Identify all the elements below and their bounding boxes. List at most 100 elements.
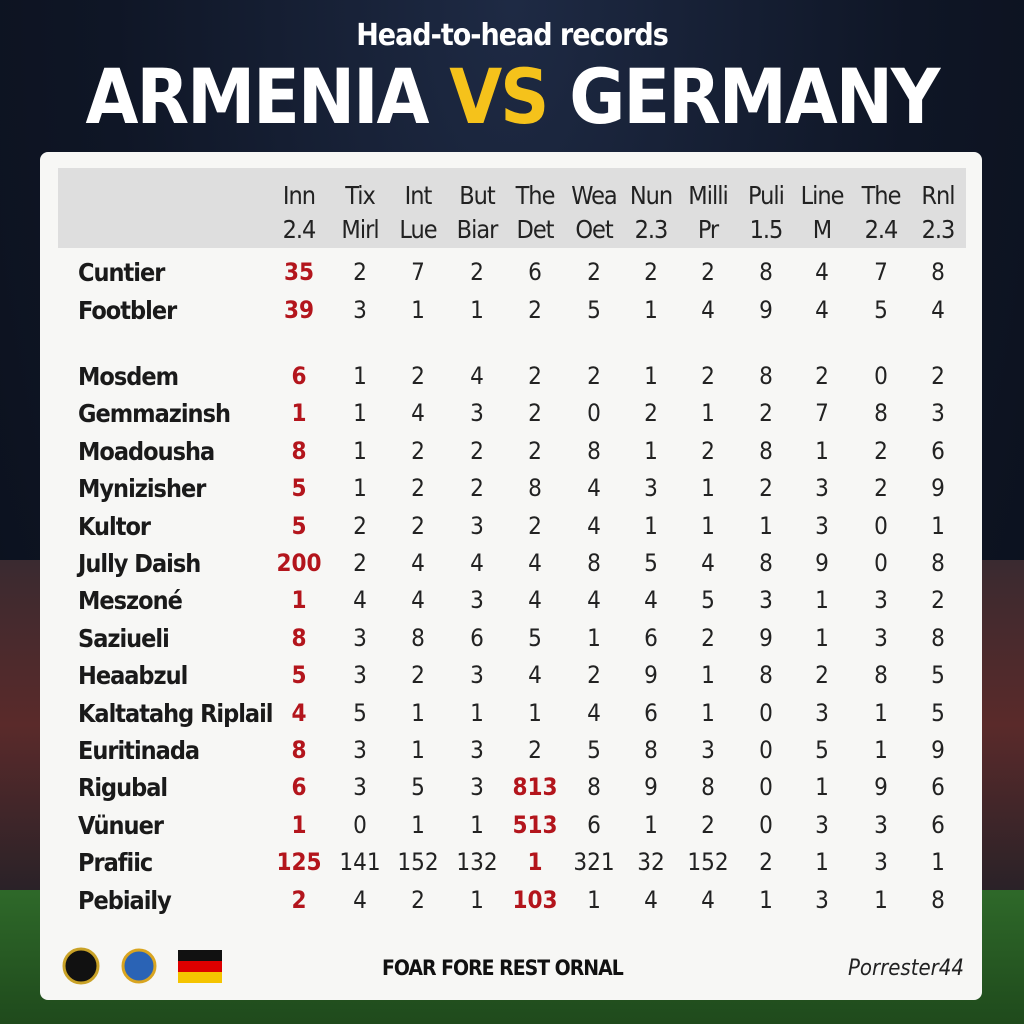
cell: 8 — [759, 661, 773, 690]
cell: 1 — [587, 623, 601, 652]
cell: 2 — [874, 474, 888, 503]
cell: 4 — [411, 586, 425, 615]
cell: 152 — [397, 848, 439, 877]
cell: 5 — [291, 511, 307, 540]
cell: 2 — [470, 436, 484, 465]
cell: 2 — [528, 436, 542, 465]
cell: 8 — [759, 436, 773, 465]
row-name: Jully Daish — [78, 549, 201, 578]
cell: 2 — [528, 511, 542, 540]
column-header: M — [812, 215, 832, 244]
cell: 32 — [637, 848, 665, 877]
kicker: Head-to-head records — [356, 18, 669, 53]
row-name: Vünuer — [78, 810, 164, 840]
cell: 103 — [512, 885, 558, 914]
cell: 813 — [512, 773, 558, 802]
cell: 3 — [470, 773, 484, 802]
row-name: Rigubal — [78, 773, 168, 803]
cell: 3 — [874, 810, 888, 839]
cell: 4 — [701, 549, 715, 577]
cell: 1 — [470, 295, 484, 324]
cell: 4 — [587, 698, 601, 727]
cell: 8 — [644, 736, 658, 764]
cell: 3 — [470, 511, 484, 540]
cell: 1 — [353, 436, 367, 465]
cell: 4 — [291, 698, 307, 727]
row-name: Gemmazinsh — [78, 399, 231, 429]
cell: 1 — [874, 736, 888, 764]
cell: 5 — [587, 736, 601, 764]
cell: 1 — [759, 511, 773, 540]
versus: VS — [449, 52, 549, 141]
cell: 2 — [411, 885, 425, 914]
cell: 3 — [874, 623, 888, 652]
column-header: Line — [800, 181, 845, 210]
cell: 3 — [353, 773, 367, 802]
cell: 5 — [931, 661, 945, 690]
cell: 3 — [815, 474, 829, 503]
cell: 1 — [874, 885, 888, 914]
cell: 4 — [701, 885, 715, 914]
cell: 1 — [701, 661, 715, 690]
column-header: Nun — [629, 181, 673, 210]
footer-caption: FOAR FORE REST ORNAL — [382, 956, 624, 980]
cell: 8 — [587, 436, 601, 465]
cell: 1 — [759, 885, 773, 914]
column-header: The — [861, 181, 902, 210]
cell: 1 — [701, 399, 715, 428]
cell: 0 — [759, 773, 773, 802]
cell: 4 — [644, 586, 658, 615]
cell: 8 — [759, 549, 773, 577]
cell: 1 — [353, 362, 367, 390]
column-header: Mirl — [341, 215, 379, 244]
cell: 6 — [644, 623, 658, 652]
cell: 1 — [644, 511, 658, 540]
cell: 7 — [874, 258, 888, 286]
cell: 6 — [931, 773, 945, 802]
cell: 1 — [291, 586, 307, 615]
cell: 5 — [644, 549, 658, 577]
row-name: Euritinada — [78, 736, 200, 765]
header-row — [58, 168, 966, 248]
cell: 2 — [470, 258, 484, 286]
cell: 132 — [456, 848, 498, 877]
cell: 0 — [353, 810, 367, 839]
cell: 1 — [527, 848, 543, 877]
cell: 1 — [815, 848, 829, 877]
cell: 5 — [353, 698, 367, 727]
cell: 9 — [759, 295, 773, 324]
cell: 2 — [931, 586, 945, 615]
cell: 1 — [931, 848, 945, 877]
cell: 3 — [470, 736, 484, 764]
cell: 6 — [931, 810, 945, 839]
cell: 8 — [759, 362, 773, 390]
cell: 8 — [411, 623, 425, 652]
cell: 2 — [701, 436, 715, 465]
cell: 2 — [587, 362, 601, 390]
cell: 8 — [587, 549, 601, 577]
logos — [62, 947, 222, 985]
cell: 3 — [470, 586, 484, 615]
cell: 9 — [931, 474, 945, 503]
cell: 8 — [701, 773, 715, 802]
row-name: Pebiaily — [78, 885, 172, 915]
cell: 3 — [353, 661, 367, 690]
cell: 2 — [701, 362, 715, 390]
cell: 3 — [644, 474, 658, 503]
cell: 0 — [874, 511, 888, 540]
cell: 4 — [353, 586, 367, 615]
cell: 1 — [644, 362, 658, 390]
cell: 4 — [587, 474, 601, 503]
cell: 1 — [815, 773, 829, 802]
cell: 4 — [528, 586, 542, 615]
cell: 3 — [353, 295, 367, 324]
cell: 4 — [470, 362, 484, 390]
cell: 3 — [470, 661, 484, 690]
cell: 2 — [528, 362, 542, 390]
cell: 141 — [339, 848, 381, 877]
row-name: Cuntier — [78, 258, 165, 287]
title: ARMENIA VS GERMANY — [0, 52, 1024, 141]
column-header: Inn — [282, 181, 316, 210]
column-header: Rnl — [921, 181, 955, 210]
